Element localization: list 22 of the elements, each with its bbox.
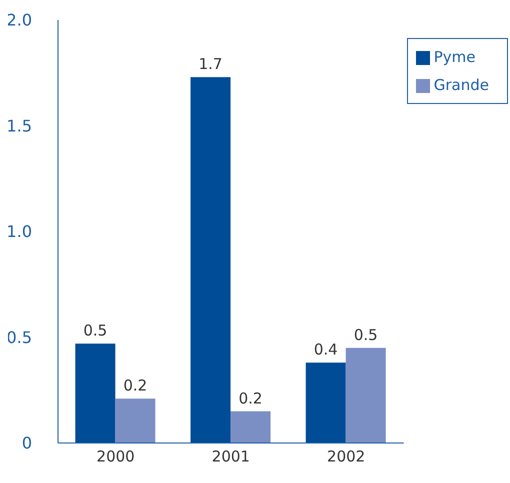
data-label: 0.5 — [83, 322, 108, 340]
y-tick-label: 1.5 — [6, 116, 32, 136]
y-tick-label: 0 — [22, 434, 32, 453]
bar — [75, 344, 116, 443]
x-tick-label: 2000 — [96, 448, 135, 466]
y-tick-label: 2.0 — [6, 10, 32, 30]
bar — [346, 348, 386, 443]
data-label: 0.4 — [314, 340, 338, 359]
x-tick-label: 2002 — [327, 448, 366, 466]
bar — [190, 77, 231, 443]
y-tick-label: 0.5 — [6, 328, 32, 347]
y-tick-label: 1.0 — [6, 222, 32, 242]
data-label: 1.7 — [198, 55, 222, 74]
legend-label: Grande — [434, 76, 489, 94]
data-label: 0.2 — [123, 376, 148, 395]
legend-label: Pyme — [434, 48, 476, 66]
bar — [230, 411, 271, 443]
bar — [115, 398, 156, 443]
data-label: 0.2 — [238, 389, 262, 408]
bar — [306, 362, 346, 443]
data-label: 0.5 — [354, 326, 378, 344]
x-tick-label: 2001 — [212, 448, 250, 466]
